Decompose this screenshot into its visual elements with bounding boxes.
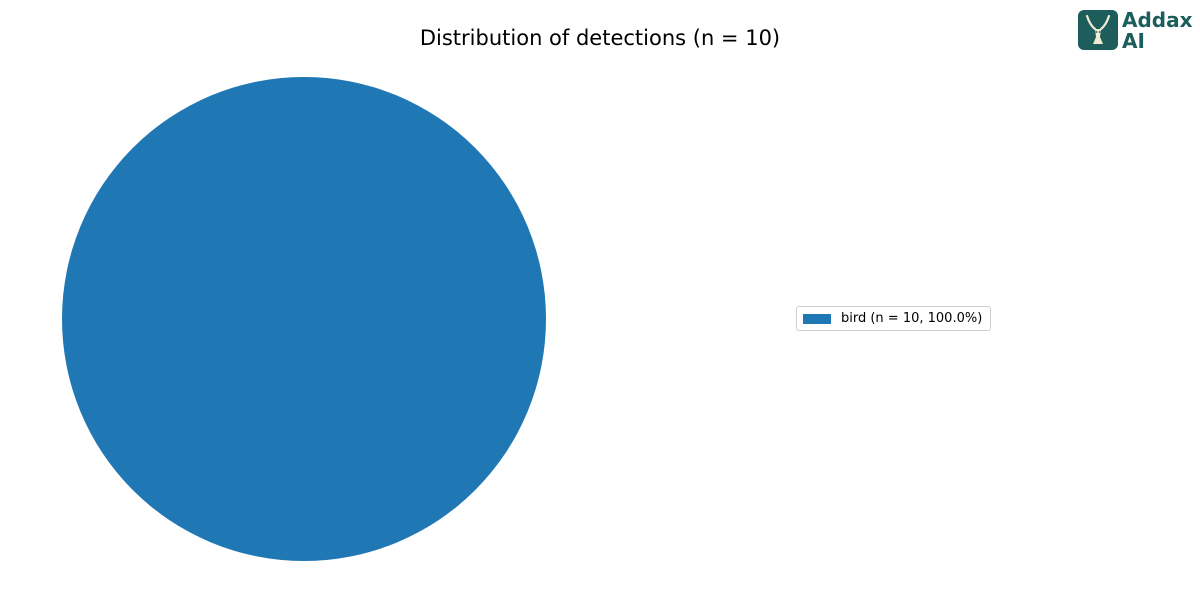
pie-slices [62,77,546,561]
antelope-icon [1078,10,1118,50]
chart-legend: bird (n = 10, 100.0%) [796,306,992,331]
legend-swatch-bird [803,313,831,324]
pie-slice-bird [62,77,546,561]
logo-wordmark: Addax AI [1122,10,1193,52]
chart-title: Distribution of detections (n = 10) [419,26,781,50]
logo-text-line1: Addax [1122,8,1193,32]
brand-logo: Addax AI [1078,10,1193,52]
legend-label-bird: bird (n = 10, 100.0%) [841,311,983,326]
logo-text-line2: AI [1122,29,1145,53]
